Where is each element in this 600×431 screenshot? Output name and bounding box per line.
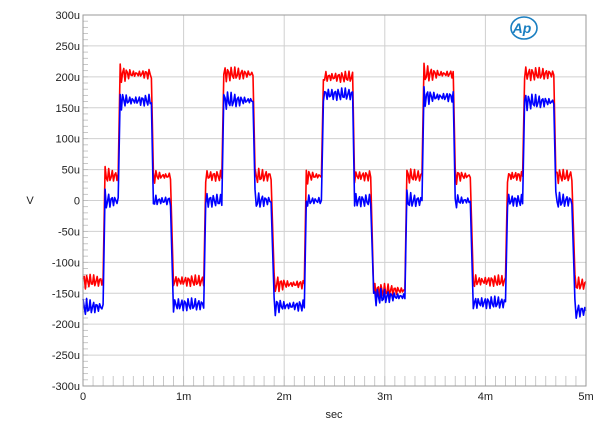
y-tick-label: 150u xyxy=(56,103,80,115)
ap-logo-text: Ap xyxy=(512,20,532,36)
x-tick-label: 3m xyxy=(377,391,392,403)
y-tick-label: 300u xyxy=(56,10,80,22)
series-line-red xyxy=(82,62,587,299)
y-tick-label: 100u xyxy=(56,134,80,146)
x-tick-label: 1m xyxy=(176,391,191,403)
x-tick-label: 5m xyxy=(578,391,593,403)
y-tick-label: -150u xyxy=(52,288,80,300)
y-tick-label: -50u xyxy=(58,226,80,238)
y-axis-label: V xyxy=(26,195,34,207)
y-tick-label: -300u xyxy=(52,381,80,393)
y-tick-label: 50u xyxy=(62,165,80,177)
y-tick-label: -200u xyxy=(52,319,80,331)
y-tick-label: -250u xyxy=(52,350,80,362)
y-tick-label: 0 xyxy=(74,196,80,208)
x-tick-label: 2m xyxy=(277,391,292,403)
series-group xyxy=(82,62,587,319)
x-tick-label: 4m xyxy=(478,391,493,403)
y-tick-label: 250u xyxy=(56,41,80,53)
minor-ticks xyxy=(82,14,587,387)
plot-frame xyxy=(82,14,587,387)
ap-logo: Ap xyxy=(510,16,538,40)
series-line-blue xyxy=(82,85,587,319)
x-axis-label: sec xyxy=(325,409,343,421)
x-tick-label: 0 xyxy=(80,391,86,403)
y-tick-label: 200u xyxy=(56,72,80,84)
y-tick-labels: 300u 250u 200u 150u 100u 50u 0 -50u -100u -150u -2… xyxy=(52,10,80,393)
y-tick-label: -100u xyxy=(52,257,80,269)
x-tick-labels: 0 1m 2m 3m 4m 5m xyxy=(80,391,594,403)
